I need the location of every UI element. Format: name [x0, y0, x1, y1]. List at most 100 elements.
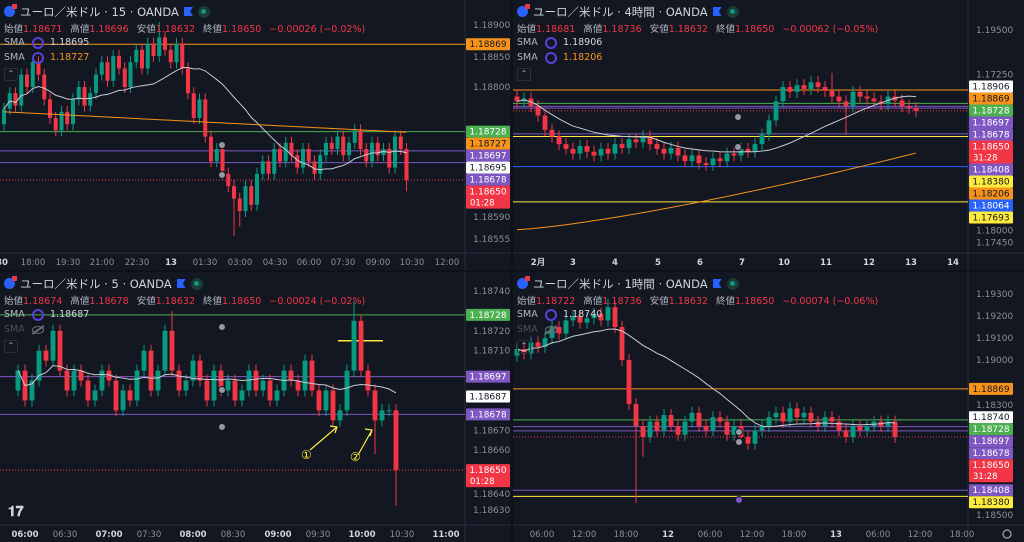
price-tag-value: 1.18650: [972, 142, 1009, 152]
arrow-annotation[interactable]: [309, 425, 338, 451]
symbol-title[interactable]: ユーロ／米ドル · 1時間 · OANDA: [533, 276, 708, 291]
chart-panel-15m[interactable]: 1.18900 1.18850 1.18800 1.18590 1.18555 30 18:…: [0, 0, 511, 270]
sma-line[interactable]: [516, 95, 917, 153]
candle: [570, 142, 576, 160]
candle-body: [913, 107, 919, 111]
sma-label: SMA: [517, 324, 538, 335]
time-tick-label: 12:00: [435, 258, 460, 268]
price-tag-value: 1.18728: [469, 128, 506, 138]
candle-body: [780, 412, 786, 422]
alert-clock-icon[interactable]: [218, 423, 226, 431]
arrow-annotation[interactable]: [357, 428, 373, 456]
sma-settings-icon[interactable]: [545, 51, 557, 64]
high-label: 高値: [70, 24, 90, 35]
sma-row-2[interactable]: SMA 1.18727: [4, 50, 370, 65]
sma-settings-icon[interactable]: [545, 36, 557, 49]
symbol-title[interactable]: ユーロ／米ドル · 4時間 · OANDA: [533, 4, 708, 19]
price-tag: 1.18206: [969, 187, 1013, 200]
sma-row-1[interactable]: SMA 1.18687: [4, 307, 370, 322]
alert-clock-icon[interactable]: [735, 438, 743, 446]
candle: [85, 374, 91, 407]
price-tag: 1.18678: [466, 173, 510, 186]
annotation-label-2[interactable]: ②: [350, 450, 361, 464]
sma-row-2[interactable]: SMA 1.18206: [517, 50, 883, 65]
tradingview-logo[interactable]: 𝟏𝟕: [8, 504, 24, 520]
sma-row-1[interactable]: SMA 1.18740: [517, 307, 883, 322]
annotation-label-1[interactable]: ①: [301, 448, 312, 462]
symbol-title[interactable]: ユーロ／米ドル · 15 · OANDA: [20, 4, 179, 19]
sma-row-1[interactable]: SMA 1.18906: [517, 35, 883, 50]
sma-settings-icon[interactable]: [545, 308, 557, 321]
candle: [577, 310, 583, 329]
sma-row-2[interactable]: SMA: [4, 322, 370, 337]
sma-settings-icon[interactable]: [32, 308, 44, 321]
candle-body: [92, 390, 98, 401]
flag-icon[interactable]: [712, 279, 722, 288]
collapse-legend-button[interactable]: ⌃: [517, 340, 531, 353]
sma-line[interactable]: [516, 328, 896, 428]
collapse-legend-button[interactable]: ⌃: [4, 340, 18, 353]
collapse-legend-button[interactable]: ⌃: [517, 68, 531, 81]
gear-icon[interactable]: [1002, 529, 1012, 539]
chart-canvas[interactable]: 1.19300 1.19200 1.19100 1.19000 1.18500 1.183…: [513, 272, 1024, 542]
chart-panel-4h[interactable]: 1.19500 1.18000 1.17450 1.17250 2月 3 4 5 6 7 10 11 1…: [513, 0, 1024, 270]
candle: [190, 354, 196, 387]
price-tag-value: 1.18869: [469, 40, 506, 50]
alert-clock-icon[interactable]: [218, 141, 226, 149]
low-value: 1.18632: [668, 296, 708, 307]
symbol-title[interactable]: ユーロ／米ドル · 5 · OANDA: [20, 276, 172, 291]
price-tag-value: 1.18697: [469, 373, 506, 383]
candle: [15, 364, 21, 397]
sma-long-line[interactable]: [3, 111, 407, 133]
alert-clock-icon[interactable]: [218, 386, 226, 394]
candle-body: [208, 136, 214, 162]
sma-line[interactable]: [3, 66, 407, 171]
candle: [843, 424, 849, 443]
flag-icon[interactable]: [176, 279, 186, 288]
flag-icon[interactable]: [712, 7, 722, 16]
chart-panel-1h[interactable]: 1.19300 1.19200 1.19100 1.19000 1.18500 1.183…: [513, 272, 1024, 542]
alert-clock-icon[interactable]: [734, 113, 742, 121]
time-tick-label: 18:00: [782, 530, 807, 540]
alert-clock-icon[interactable]: [218, 171, 226, 179]
sma-settings-icon[interactable]: [32, 51, 44, 64]
time-tick-label: 07:30: [331, 258, 356, 268]
price-tag-value: 1.18064: [972, 201, 1009, 211]
candle-body: [570, 316, 576, 321]
candle-body: [295, 155, 300, 168]
sma-row-1[interactable]: SMA 1.18695: [4, 35, 370, 50]
sma-row-2[interactable]: SMA: [517, 322, 883, 337]
chart-canvas[interactable]: 1.19500 1.18000 1.17450 1.17250 2月 3 4 5 6 7 10 11 1…: [513, 0, 1024, 270]
candle: [318, 149, 323, 180]
hidden-eye-icon[interactable]: [545, 325, 557, 334]
chart-panel-5m[interactable]: 1.18740 1.18720 1.18710 1.18670 1.18660 1.186…: [0, 272, 511, 542]
candle-body: [88, 93, 93, 106]
candle: [605, 298, 611, 327]
flag-icon[interactable]: [183, 7, 193, 16]
hidden-eye-icon[interactable]: [32, 325, 44, 334]
price-tag: 1.18687: [466, 390, 510, 403]
candle-body: [612, 144, 618, 154]
alert-clock-icon[interactable]: [734, 143, 742, 151]
candle-body: [134, 49, 139, 63]
price-tag: 1.18869: [969, 382, 1013, 395]
candle: [393, 404, 399, 506]
candle-body: [42, 74, 47, 100]
candle-body: [696, 412, 702, 426]
price-tag-value: 1.18678: [469, 176, 506, 186]
chart-canvas[interactable]: 1.18740 1.18720 1.18710 1.18670 1.18660 1.186…: [0, 272, 511, 542]
candle-body: [843, 101, 849, 107]
collapse-legend-button[interactable]: ⌃: [4, 68, 18, 81]
sma-settings-icon[interactable]: [32, 36, 44, 49]
candle: [850, 420, 856, 443]
sma-line[interactable]: [17, 365, 397, 394]
alert-clock-icon[interactable]: [735, 496, 743, 504]
candle: [584, 312, 590, 329]
alert-clock-icon[interactable]: [735, 428, 743, 436]
chart-canvas[interactable]: 1.18900 1.18850 1.18800 1.18590 1.18555 30 18:…: [0, 0, 511, 270]
price-tag-value: 1.18727: [469, 140, 506, 150]
sma-long-line[interactable]: [516, 152, 917, 231]
candle-body: [822, 417, 828, 426]
candle-body: [15, 370, 21, 391]
alert-clock-icon[interactable]: [218, 323, 226, 331]
